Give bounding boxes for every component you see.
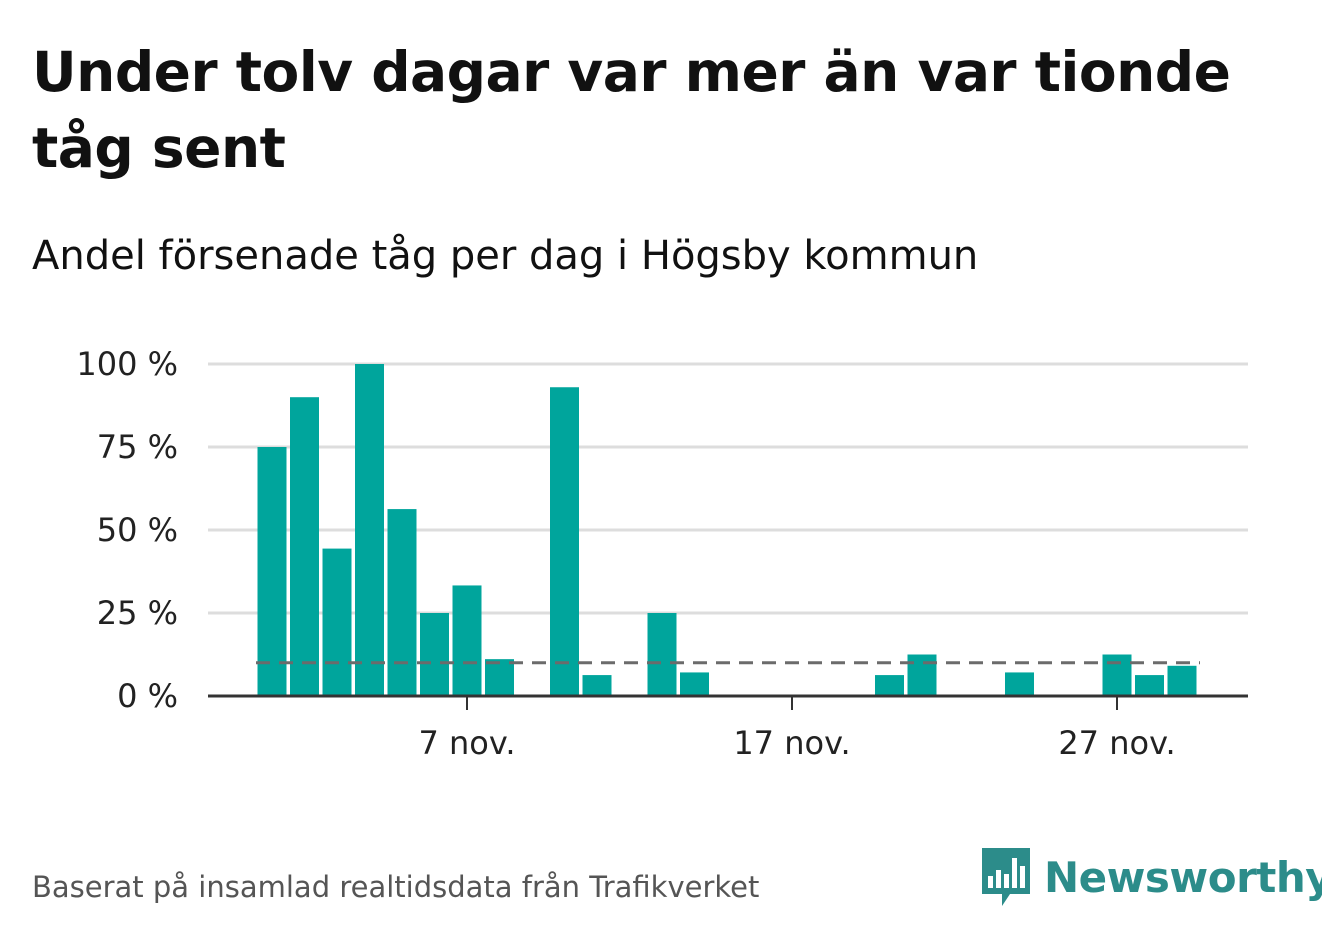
bar bbox=[290, 397, 319, 696]
bar bbox=[355, 364, 384, 696]
bar bbox=[550, 387, 579, 696]
bar bbox=[1135, 675, 1164, 696]
bar-chart: 0 % 25 % 50 % 75 % 100 % 7 nov. 17 nov. 27 nov. bbox=[76, 345, 1248, 762]
y-tick-label: 0 % bbox=[117, 677, 178, 715]
y-tick-label: 50 % bbox=[97, 511, 178, 549]
y-tick-label: 75 % bbox=[97, 428, 178, 466]
brand-name: Newsworthy bbox=[1044, 852, 1322, 902]
brand-logo[interactable]: Newsworthy bbox=[980, 846, 1322, 908]
bar bbox=[1102, 654, 1132, 696]
bar bbox=[387, 509, 417, 696]
bar bbox=[875, 675, 904, 696]
x-tick-label: 7 nov. bbox=[418, 724, 515, 762]
bar bbox=[452, 585, 482, 696]
bar bbox=[1167, 665, 1197, 696]
x-tick-label: 27 nov. bbox=[1058, 724, 1175, 762]
bar bbox=[420, 613, 449, 696]
bar bbox=[680, 672, 709, 696]
bars bbox=[257, 364, 1197, 696]
bar bbox=[647, 613, 677, 696]
bar bbox=[485, 659, 514, 696]
bar bbox=[582, 675, 612, 696]
x-tick-label: 17 nov. bbox=[733, 724, 850, 762]
bar bbox=[1005, 672, 1034, 696]
bar bbox=[907, 654, 937, 696]
bar bbox=[257, 447, 287, 696]
bar bbox=[322, 548, 352, 696]
axes: 0 % 25 % 50 % 75 % 100 % 7 nov. 17 nov. 27 nov. bbox=[76, 345, 1248, 762]
chart-subtitle: Andel försenade tåg per dag i Högsby kom… bbox=[32, 233, 979, 279]
chart-title: Under tolv dagar var mer än var tionde t… bbox=[32, 40, 1231, 180]
y-tick-label: 100 % bbox=[76, 345, 178, 383]
y-tick-label: 25 % bbox=[97, 594, 178, 632]
source-note: Baserat på insamlad realtidsdata från Tr… bbox=[32, 870, 760, 904]
newsworthy-logo-icon bbox=[982, 848, 1030, 906]
